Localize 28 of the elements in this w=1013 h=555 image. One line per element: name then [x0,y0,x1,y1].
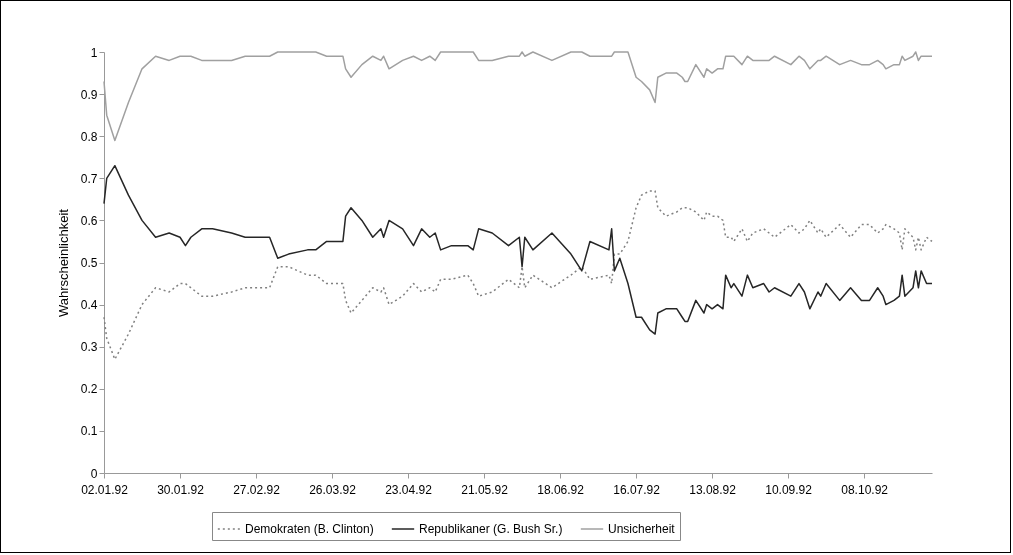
y-tick-label: 0.9 [80,87,98,102]
x-tick-label: 10.09.92 [765,482,813,497]
y-tick-label: 0.5 [80,256,98,270]
y-tick-label: 0.3 [80,340,98,355]
legend-label: Unsicherheit [608,522,676,536]
y-tick-label: 0.2 [80,382,98,397]
x-tick-label: 16.07.92 [613,482,661,497]
y-tick-label: 0 [90,466,98,481]
x-tick-label: 08.10.92 [841,482,889,497]
x-tick-label: 23.04.92 [385,482,433,497]
y-tick-label: 1 [90,45,98,60]
x-tick-label: 30.01.92 [157,482,205,497]
x-tick-label: 02.01.92 [81,482,129,497]
legend-label: Demokraten (B. Clinton) [245,522,374,536]
y-tick-label: 0.4 [80,298,98,313]
legend-label: Republikaner (G. Bush Sr.) [419,522,563,536]
y-tick-label: 0.1 [80,424,98,439]
y-tick-label: 0.6 [80,213,98,228]
y-tick-label: 0.7 [80,171,98,186]
x-tick-label: 13.08.92 [689,482,737,497]
x-tick-label: 27.02.92 [233,482,281,497]
x-tick-label: 26.03.92 [309,482,357,497]
x-tick-label: 18.06.92 [537,482,585,497]
y-axis-title: Wahrscheinlichkeit [55,208,71,317]
line-series [103,190,933,361]
y-tick-label: 0.8 [80,129,98,144]
line-series [103,164,933,335]
x-tick-label: 21.05.92 [461,482,509,497]
